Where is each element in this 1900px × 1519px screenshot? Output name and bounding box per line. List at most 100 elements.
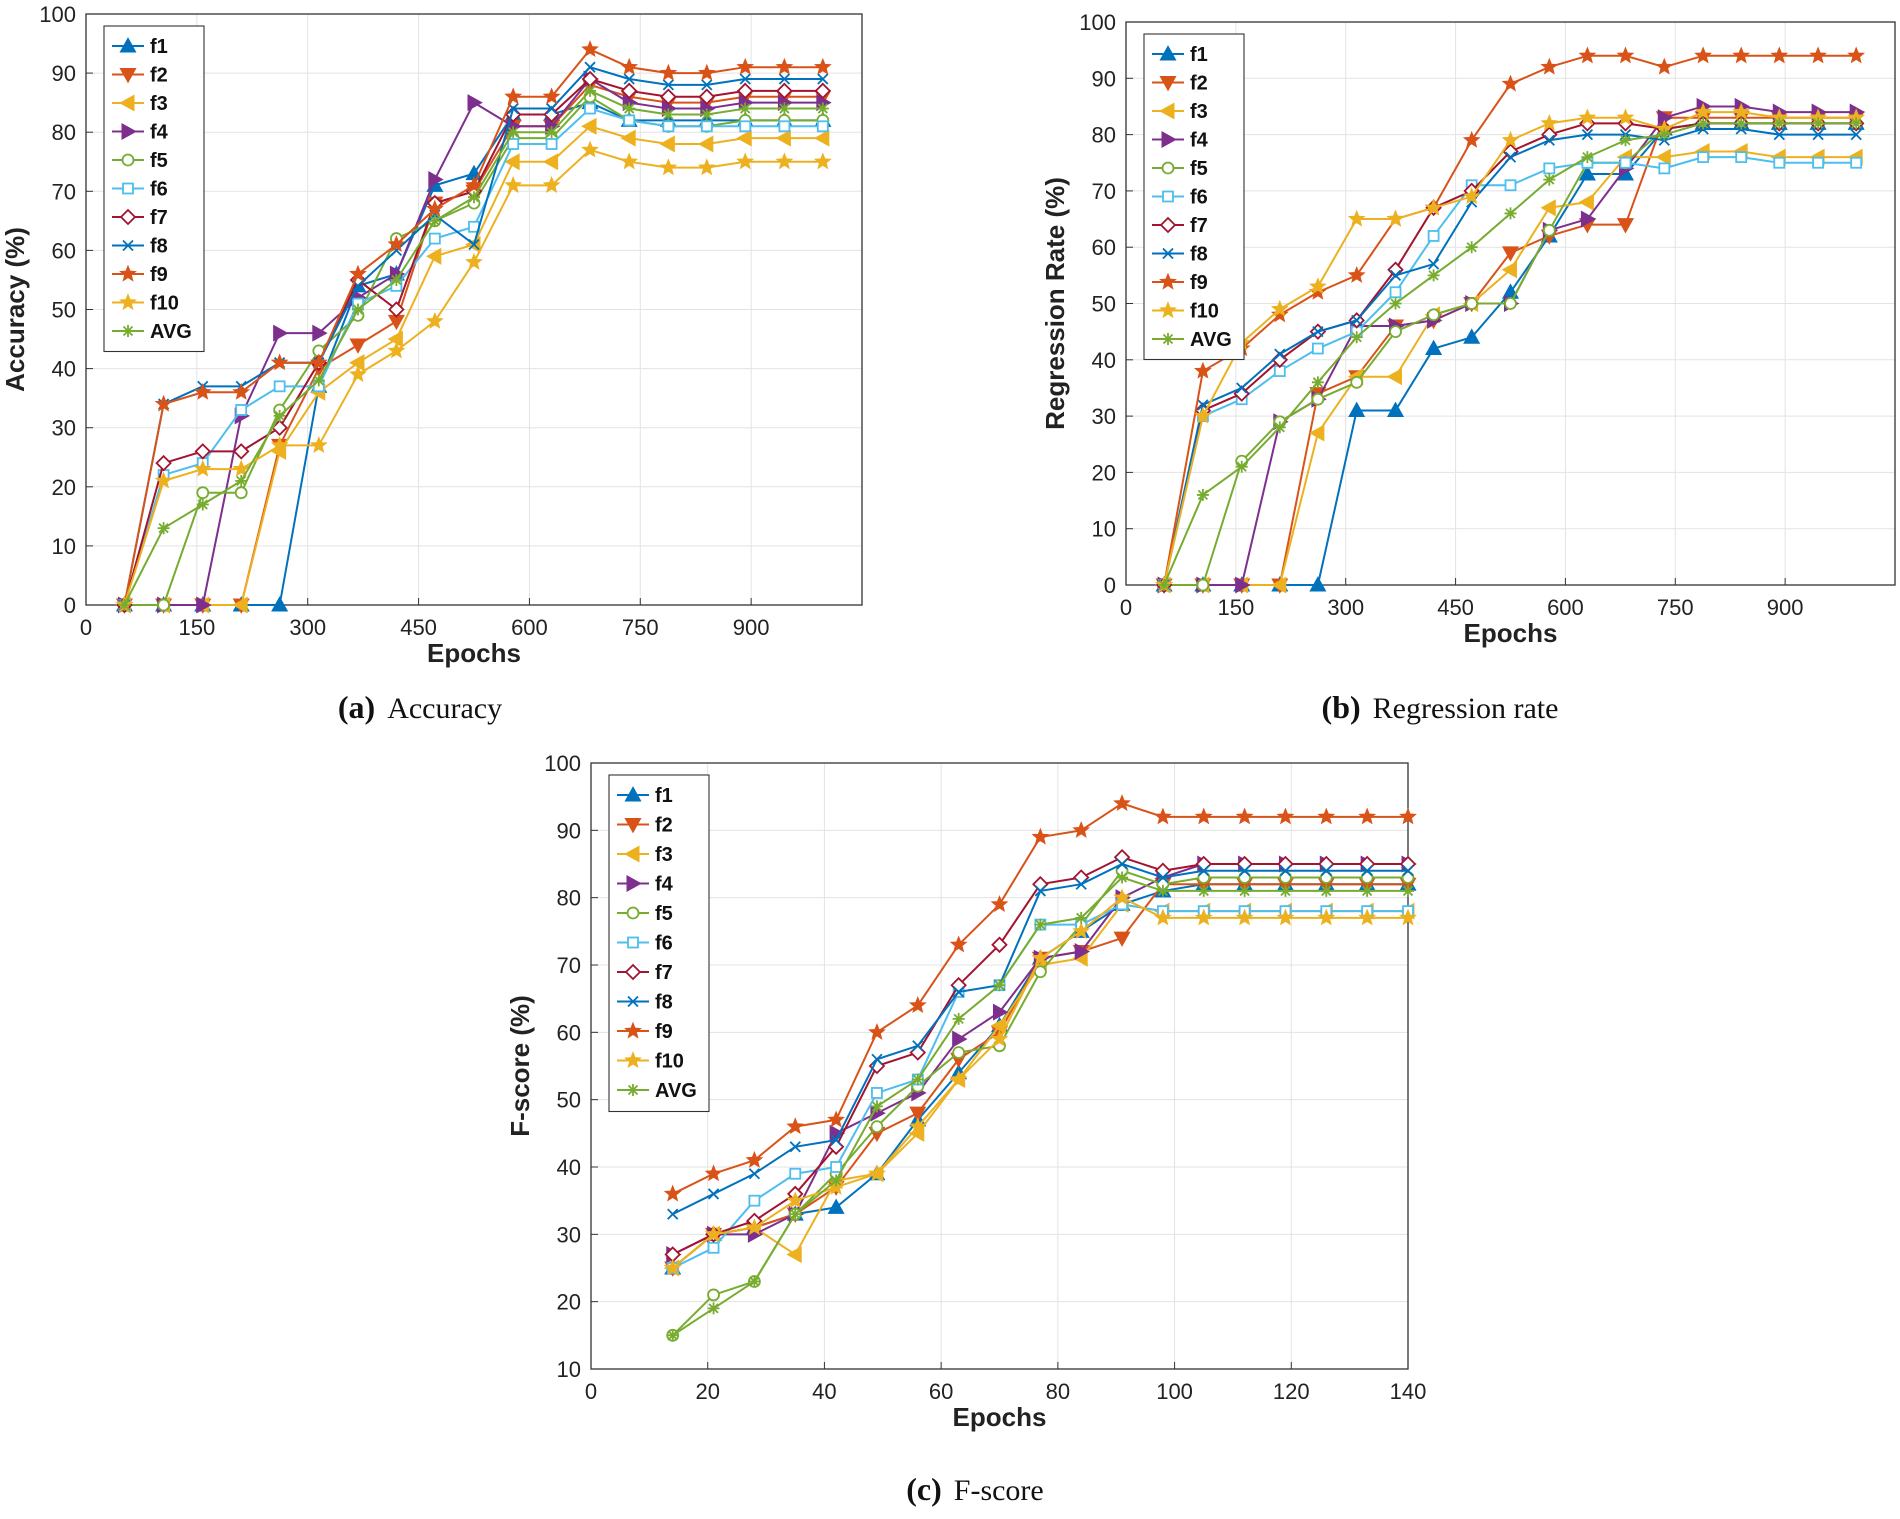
data-point-AVG <box>1197 884 1210 897</box>
data-point-f6 <box>1850 156 1863 169</box>
data-point-f5 <box>1504 297 1517 310</box>
data-point-f2 <box>349 338 367 354</box>
legend-label-f4: f4 <box>1190 130 1209 152</box>
series-f9 <box>1155 46 1866 593</box>
data-point-AVG <box>1619 134 1632 147</box>
data-point-f3 <box>990 1017 1006 1035</box>
data-point-f10 <box>1386 209 1405 227</box>
data-point-f10 <box>704 1224 723 1242</box>
data-point-f7 <box>194 443 212 460</box>
data-point-f9 <box>1616 46 1635 64</box>
data-point-f3 <box>1578 193 1594 211</box>
data-point-f6 <box>830 1161 842 1173</box>
data-point-f10 <box>425 311 444 329</box>
y-tick-label: 30 <box>1092 404 1116 429</box>
y-tick-label: 80 <box>52 120 76 145</box>
data-point-f9 <box>736 57 755 75</box>
data-point-f8 <box>1850 128 1862 141</box>
data-point-f8 <box>1812 128 1824 141</box>
data-point-f9 <box>704 1164 723 1182</box>
data-point-f10 <box>154 471 173 489</box>
data-point-f9 <box>1072 820 1091 838</box>
data-point-f5 <box>1465 297 1479 310</box>
data-point-AVG <box>118 599 131 611</box>
data-point-AVG <box>952 1012 965 1025</box>
data-point-f9 <box>309 353 328 371</box>
data-point-f10 <box>786 1191 805 1209</box>
data-point-AVG <box>739 102 752 115</box>
data-point-AVG <box>1697 117 1710 130</box>
data-point-f10 <box>1270 299 1289 317</box>
data-point-f9 <box>1462 130 1481 148</box>
data-point-f9 <box>1270 305 1289 323</box>
data-point-AVG <box>1311 376 1324 389</box>
legend-label-f3: f3 <box>655 844 673 866</box>
x-tick-label: 300 <box>1327 595 1364 620</box>
data-point-f5 <box>1350 375 1364 389</box>
data-point-f9 <box>868 1022 886 1040</box>
data-point-f8 <box>623 73 635 85</box>
y-tick-label: 40 <box>557 1155 581 1180</box>
data-point-f3 <box>425 247 442 265</box>
data-point-AVG <box>1116 871 1129 884</box>
x-tick-label: 0 <box>585 1379 597 1404</box>
data-point-f4 <box>428 170 444 189</box>
data-point-AVG <box>1427 269 1440 282</box>
data-point-AVG <box>468 191 480 204</box>
data-point-f6 <box>1735 151 1748 164</box>
data-point-f10 <box>813 152 832 170</box>
y-tick-label: 100 <box>1079 10 1116 35</box>
data-point-f10 <box>1501 130 1520 148</box>
legend-label-f10: f10 <box>655 1051 684 1073</box>
caption-label: (a) <box>338 689 375 725</box>
legend-marker-f7 <box>119 208 137 226</box>
y-tick-label: 80 <box>1092 123 1116 148</box>
data-point-f9 <box>542 87 561 105</box>
data-point-f10 <box>908 1117 927 1135</box>
data-point-f9 <box>1694 46 1713 64</box>
data-point-f10 <box>1347 209 1366 227</box>
data-point-f8 <box>1238 865 1251 877</box>
data-point-f7 <box>814 82 832 100</box>
data-point-f4 <box>312 324 328 342</box>
data-point-f8 <box>953 986 965 998</box>
data-point-f6 <box>1658 162 1671 175</box>
data-point-f6 <box>1812 156 1824 169</box>
caption: (c) F-score <box>906 1471 1044 1507</box>
data-point-f10 <box>1154 908 1172 926</box>
data-point-f10 <box>1424 198 1443 216</box>
data-point-AVG <box>1812 117 1825 130</box>
data-point-f3 <box>620 129 636 147</box>
data-point-f5 <box>234 486 248 500</box>
data-point-f9 <box>663 1184 682 1202</box>
data-point-f9 <box>1540 57 1559 75</box>
data-point-f3 <box>581 117 597 135</box>
data-point-f5 <box>1427 308 1440 322</box>
data-point-f6 <box>1504 179 1517 192</box>
caption-text: Regression rate <box>1373 692 1559 725</box>
data-point-f1 <box>271 596 289 612</box>
data-point-f9 <box>786 1117 805 1135</box>
data-point-AVG <box>662 108 675 121</box>
data-point-f7 <box>388 301 405 318</box>
data-point-f7 <box>1541 126 1558 143</box>
data-point-f6 <box>816 120 829 133</box>
x-tick-label: 300 <box>289 615 326 640</box>
legend-label-f5: f5 <box>655 903 673 925</box>
legend-marker-f4 <box>626 874 642 893</box>
data-point-AVG <box>1361 884 1374 897</box>
data-point-f9 <box>775 57 794 75</box>
y-tick-label: 10 <box>52 534 76 559</box>
y-axis-label: Accuracy (%) <box>0 227 30 392</box>
legend-label-f4: f4 <box>655 874 674 896</box>
data-point-AVG <box>1034 918 1047 931</box>
x-tick-label: 600 <box>1547 595 1584 620</box>
data-point-f8 <box>1389 269 1402 281</box>
data-point-f10 <box>1616 108 1635 126</box>
legend-marker-f7 <box>1159 216 1177 234</box>
legend-label-f4: f4 <box>150 122 169 144</box>
legend-marker-f10 <box>1159 301 1177 319</box>
y-tick-label: 60 <box>52 238 76 263</box>
legend-marker-AVG <box>627 1084 639 1096</box>
data-point-f4 <box>993 1003 1009 1021</box>
